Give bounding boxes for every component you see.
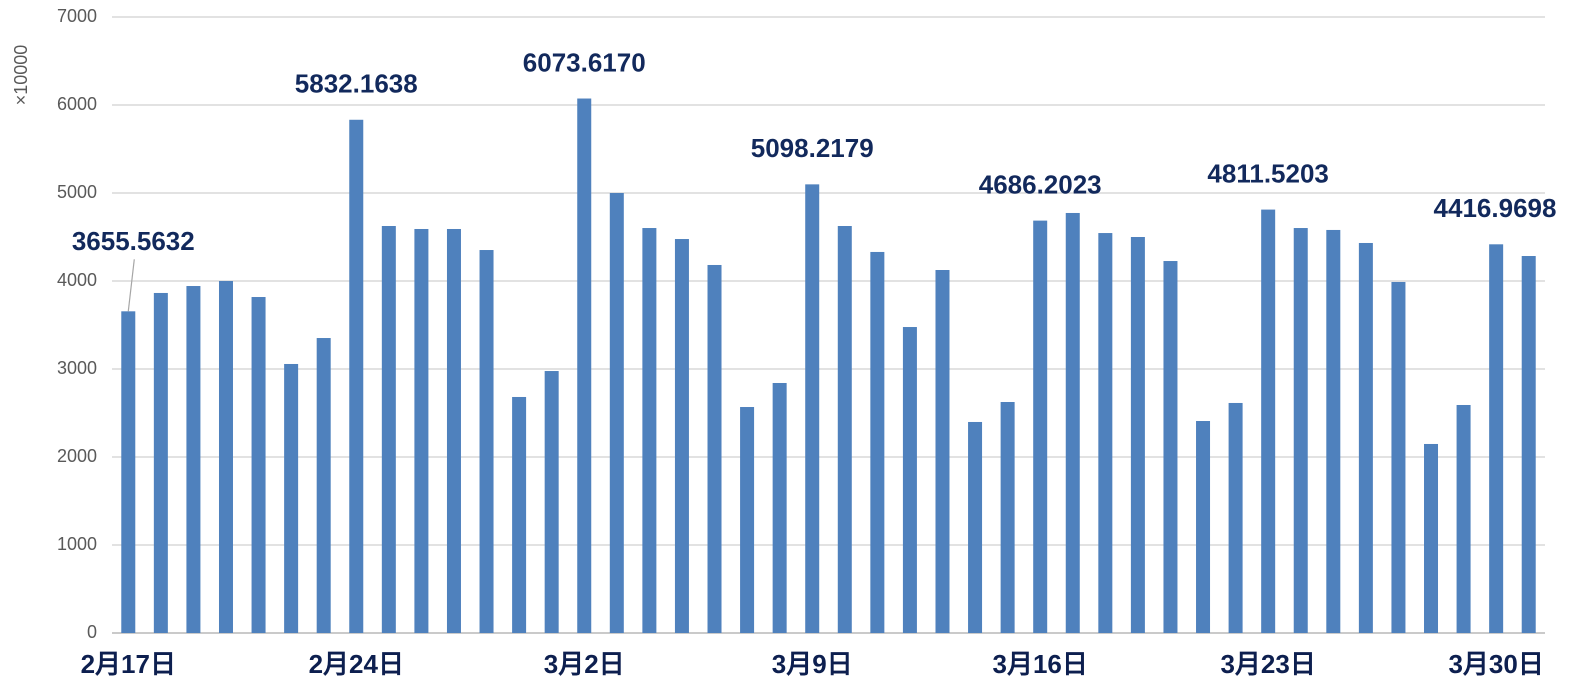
bar	[1000, 402, 1015, 633]
bar	[186, 286, 201, 633]
bar	[251, 297, 266, 633]
bar	[381, 226, 396, 633]
bar	[1098, 233, 1113, 634]
bar	[740, 407, 755, 633]
y-tick-label: 1000	[57, 534, 97, 554]
data-label: 5098.2179	[751, 133, 874, 163]
bar	[1163, 261, 1178, 633]
bar	[609, 193, 624, 633]
y-tick-label: 7000	[57, 6, 97, 26]
bar	[1033, 220, 1048, 633]
bar	[1293, 228, 1308, 634]
bar	[577, 98, 592, 633]
x-tick-label: 3月16日	[992, 649, 1087, 679]
bar	[1326, 229, 1341, 633]
x-tick-label: 2月17日	[81, 649, 176, 679]
x-tick-label: 3月23日	[1220, 649, 1315, 679]
bar	[1261, 209, 1276, 633]
bar	[479, 250, 494, 634]
bar	[870, 251, 885, 633]
y-tick-label: 3000	[57, 358, 97, 378]
bar	[316, 338, 331, 633]
bar	[1456, 404, 1471, 633]
bar	[512, 396, 527, 633]
data-label: 4811.5203	[1207, 158, 1328, 188]
bar	[349, 119, 364, 633]
bar	[284, 363, 299, 633]
bar	[121, 311, 136, 633]
x-tick-label: 3月9日	[772, 649, 853, 679]
y-tick-label: 0	[87, 622, 97, 642]
bar	[218, 281, 233, 633]
bar	[153, 292, 168, 633]
bar	[1228, 402, 1243, 633]
leader-line	[127, 259, 135, 312]
data-label: 4686.2023	[979, 169, 1102, 199]
bar	[1065, 212, 1080, 633]
bar	[1196, 421, 1211, 633]
bar	[805, 184, 820, 634]
bar	[642, 228, 657, 634]
bar	[935, 270, 950, 633]
y-axis-label: ×10000	[11, 45, 31, 106]
x-tick-label: 2月24日	[309, 649, 404, 679]
bar	[837, 226, 852, 633]
bar	[674, 239, 689, 634]
bar	[1424, 443, 1439, 633]
y-tick-label: 6000	[57, 94, 97, 114]
bar	[772, 382, 787, 633]
bar	[544, 371, 559, 633]
data-label: 3655.5632	[72, 226, 195, 256]
bar	[446, 228, 461, 633]
y-tick-label: 4000	[57, 270, 97, 290]
bar	[902, 327, 917, 633]
bar	[414, 228, 429, 633]
bar	[1358, 242, 1373, 633]
y-tick-label: 5000	[57, 182, 97, 202]
bar	[1489, 244, 1504, 634]
bar	[707, 264, 722, 633]
data-label: 4416.9698	[1434, 193, 1557, 223]
data-label: 5832.1638	[295, 69, 418, 99]
x-tick-label: 3月30日	[1448, 649, 1543, 679]
bar	[1521, 256, 1536, 633]
bar	[1130, 237, 1145, 633]
x-tick-label: 3月2日	[544, 649, 625, 679]
data-label: 6073.6170	[523, 47, 646, 77]
y-tick-label: 2000	[57, 446, 97, 466]
bar	[968, 421, 983, 633]
bar	[1391, 281, 1406, 633]
